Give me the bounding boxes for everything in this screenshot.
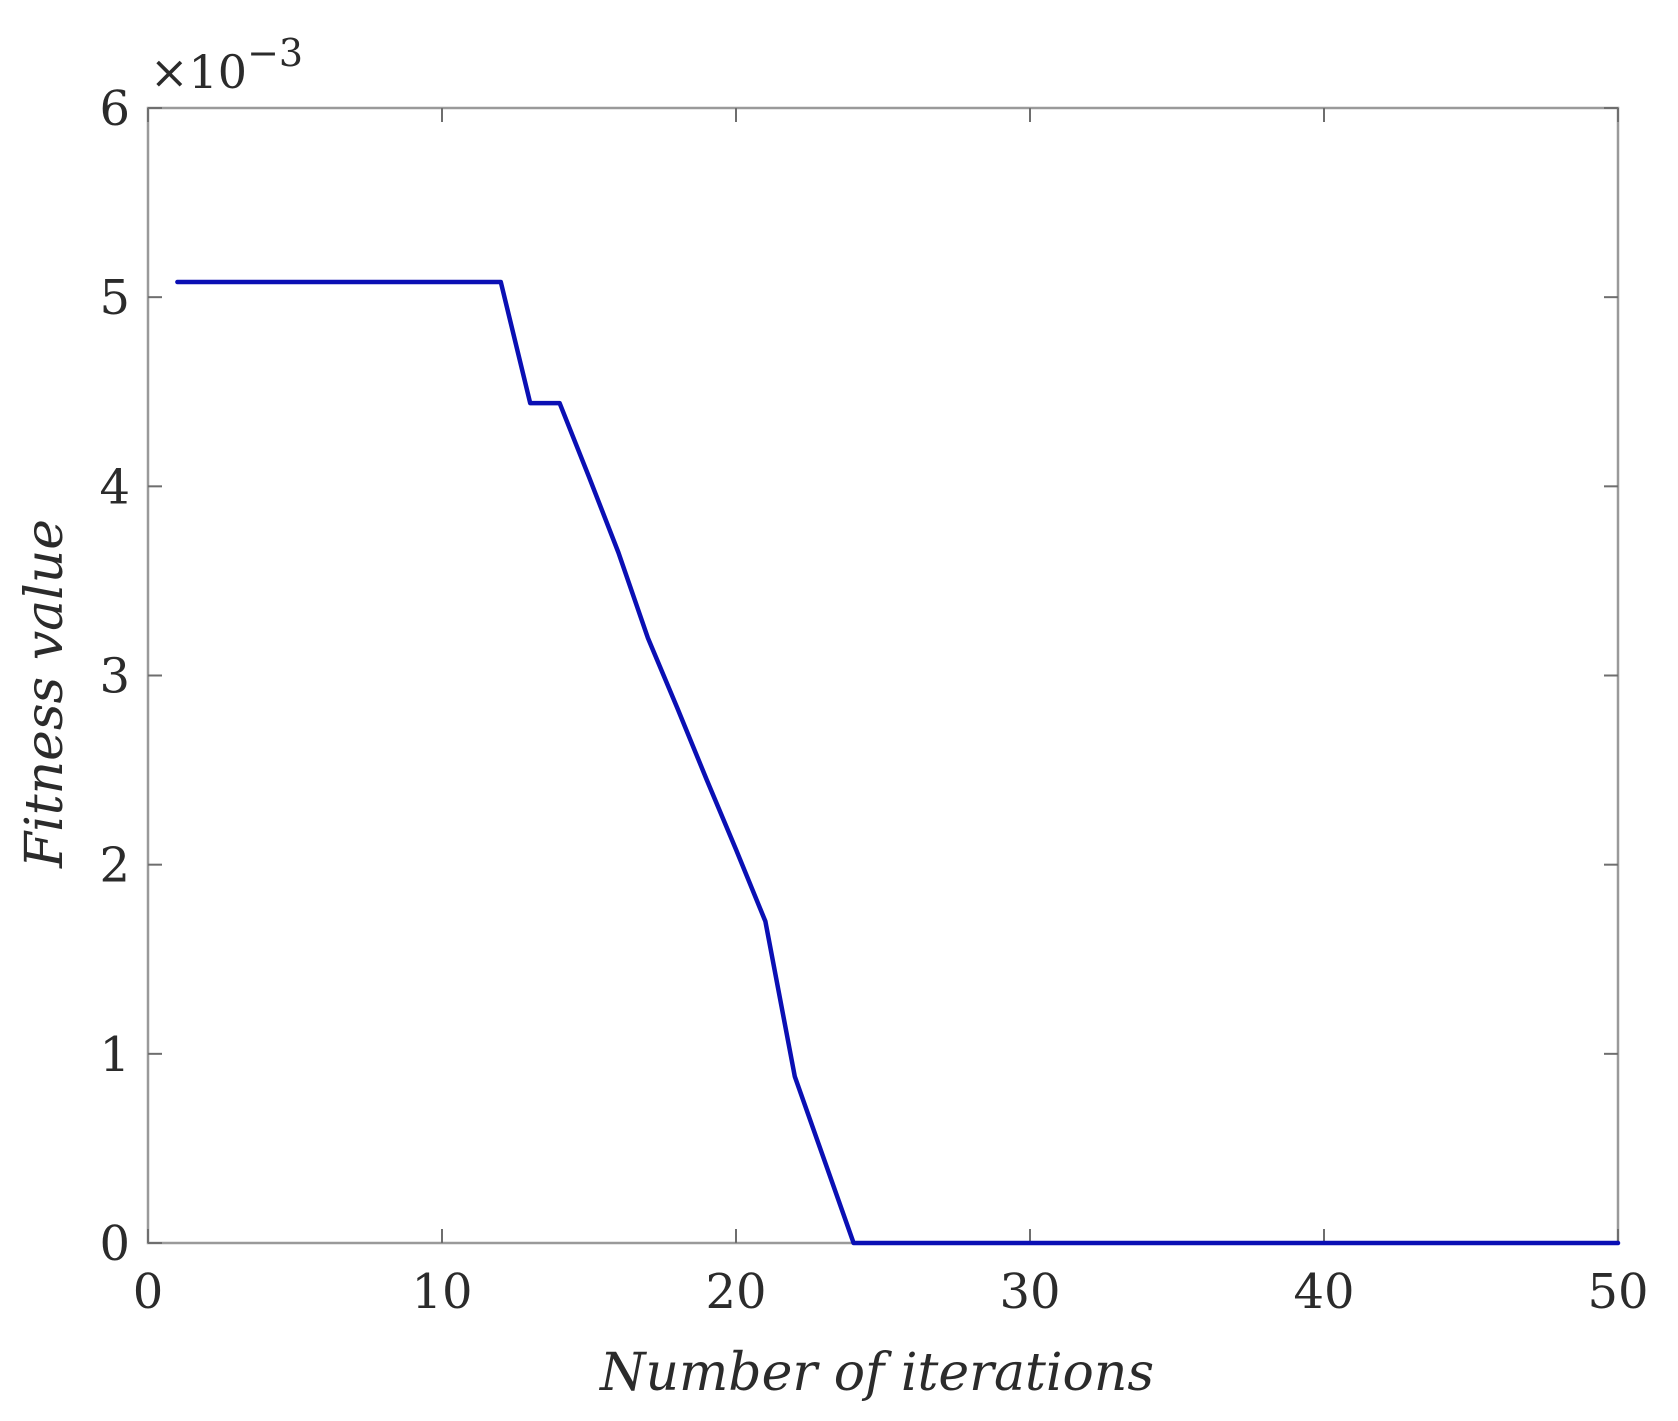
y-tick-label: 6 bbox=[99, 81, 130, 137]
x-axis-title: Number of iterations bbox=[598, 1343, 1154, 1403]
x-tick-label: 0 bbox=[133, 1264, 164, 1320]
series-layer bbox=[175, 279, 1621, 1246]
x-tick-label: 10 bbox=[411, 1264, 472, 1320]
y-tick-label: 4 bbox=[99, 459, 130, 515]
series-line bbox=[175, 279, 1621, 1246]
y-axis-multiplier: ×10−3 bbox=[150, 31, 303, 99]
y-tick-label: 5 bbox=[99, 270, 130, 326]
y-axis-multiplier-base: ×10 bbox=[150, 45, 247, 99]
y-axis-title: Fitness value bbox=[15, 519, 75, 869]
plot-frame bbox=[146, 106, 1620, 1245]
x-tick-label: 30 bbox=[999, 1264, 1060, 1320]
x-tick-label: 40 bbox=[1293, 1264, 1354, 1320]
y-tick-label: 2 bbox=[99, 838, 130, 894]
y-axis-multiplier-exponent: −3 bbox=[247, 31, 303, 75]
axes bbox=[146, 106, 1620, 1245]
x-tick-label: 20 bbox=[705, 1264, 766, 1320]
x-tick-label: 50 bbox=[1587, 1264, 1648, 1320]
y-tick-label: 3 bbox=[99, 649, 130, 705]
tick-labels: 0 10 20 30 40 50 0 1 2 3 4 5 6 bbox=[99, 81, 1648, 1320]
y-tick-label: 1 bbox=[99, 1027, 130, 1083]
y-tick-label: 0 bbox=[99, 1216, 130, 1272]
